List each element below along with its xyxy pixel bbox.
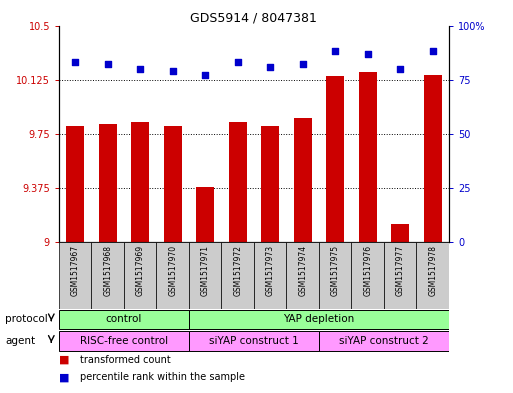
Bar (164, 127, 182, 242)
Point (331, 48, 339, 55)
Text: GSM1517973: GSM1517973 (266, 245, 274, 296)
Point (428, 48, 437, 55)
Bar (91, 242, 124, 309)
Bar (391, 224, 409, 242)
Point (364, 50, 372, 57)
Point (396, 66, 404, 72)
Point (233, 59, 242, 65)
Bar (286, 242, 319, 309)
Bar (189, 242, 222, 309)
Text: GSM1517970: GSM1517970 (168, 245, 177, 296)
Text: GSM1517976: GSM1517976 (363, 245, 372, 296)
Bar (99, 123, 116, 242)
Text: GSM1517969: GSM1517969 (136, 245, 145, 296)
Title: GDS5914 / 8047381: GDS5914 / 8047381 (190, 11, 318, 24)
Bar (59, 310, 189, 329)
Bar (189, 331, 319, 351)
Bar (196, 187, 214, 242)
Bar (384, 242, 417, 309)
Text: control: control (106, 314, 142, 324)
Bar (59, 242, 91, 309)
Bar (351, 242, 384, 309)
Text: GSM1517974: GSM1517974 (298, 245, 307, 296)
Point (266, 63, 274, 70)
Point (169, 68, 177, 74)
Bar (359, 72, 377, 242)
Text: agent: agent (5, 336, 35, 346)
Point (104, 61, 112, 68)
Text: GSM1517967: GSM1517967 (71, 245, 80, 296)
Bar (254, 242, 286, 309)
Bar (124, 242, 156, 309)
Text: RISC-free control: RISC-free control (80, 336, 168, 346)
Point (299, 61, 307, 68)
Bar (319, 242, 351, 309)
Text: siYAP construct 2: siYAP construct 2 (339, 336, 429, 346)
Text: ■: ■ (59, 354, 69, 365)
Bar (424, 75, 442, 242)
Text: ■: ■ (59, 372, 69, 382)
Bar (156, 242, 189, 309)
Text: transformed count: transformed count (80, 354, 170, 365)
Bar (326, 76, 344, 242)
Bar (294, 118, 311, 242)
Text: GSM1517968: GSM1517968 (103, 245, 112, 296)
Text: GSM1517972: GSM1517972 (233, 245, 242, 296)
Text: YAP depletion: YAP depletion (283, 314, 354, 324)
Text: percentile rank within the sample: percentile rank within the sample (80, 372, 245, 382)
Text: GSM1517971: GSM1517971 (201, 245, 210, 296)
Bar (131, 122, 149, 242)
Bar (59, 331, 189, 351)
Text: protocol: protocol (5, 314, 48, 324)
Point (136, 66, 144, 72)
Bar (222, 242, 254, 309)
Bar (261, 127, 279, 242)
Bar (417, 242, 449, 309)
Text: GSM1517978: GSM1517978 (428, 245, 437, 296)
Bar (189, 310, 449, 329)
Text: GSM1517977: GSM1517977 (396, 245, 405, 296)
Bar (319, 331, 449, 351)
Bar (229, 122, 247, 242)
Text: GSM1517975: GSM1517975 (331, 245, 340, 296)
Bar (66, 127, 84, 242)
Point (71, 59, 80, 65)
Text: siYAP construct 1: siYAP construct 1 (209, 336, 299, 346)
Point (201, 72, 209, 78)
